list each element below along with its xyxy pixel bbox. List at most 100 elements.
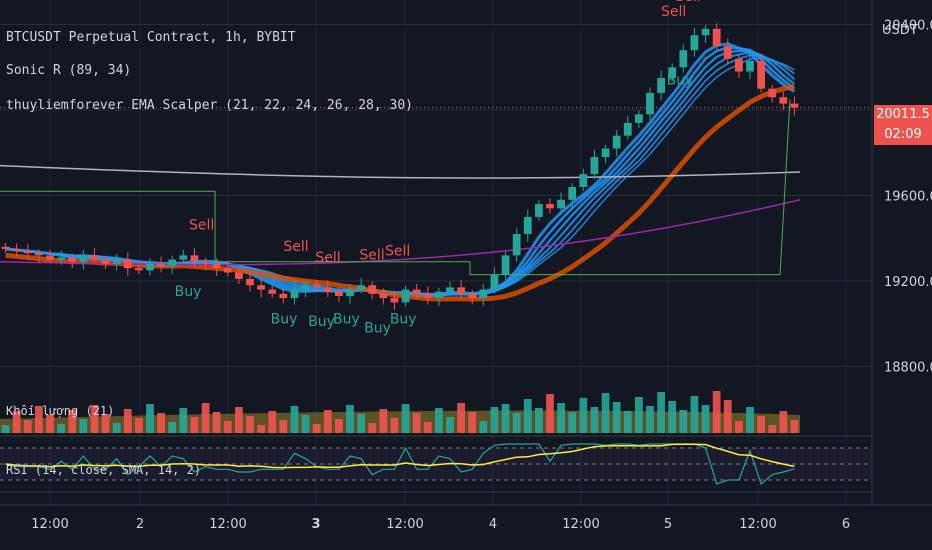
candle-body xyxy=(212,263,221,269)
volume-bar xyxy=(568,412,577,433)
volume-bar xyxy=(490,407,499,433)
candle-body xyxy=(68,257,77,262)
volume-bar xyxy=(690,396,699,433)
candle-body xyxy=(90,255,99,260)
candle-body xyxy=(590,157,599,175)
volume-bar xyxy=(623,411,632,433)
candle-body xyxy=(301,285,310,290)
volume-bar xyxy=(379,409,388,433)
candle-body xyxy=(312,285,321,288)
candle-body xyxy=(46,255,54,260)
buy-signal-label: Buy xyxy=(175,284,202,300)
candle-body xyxy=(23,251,32,254)
buy-signal-label: Buy xyxy=(333,312,360,328)
candle-body xyxy=(746,60,754,72)
volume-bar xyxy=(535,408,543,433)
candle-body xyxy=(423,293,432,299)
volume-bar xyxy=(790,420,799,433)
candle-body xyxy=(368,285,377,294)
candle-body xyxy=(657,77,665,93)
sell-signal-label: Sell xyxy=(315,250,340,266)
candle-body xyxy=(157,263,165,267)
volume-bar xyxy=(279,420,288,433)
candle-body xyxy=(768,88,777,98)
buy-signal-label: Buy xyxy=(667,72,694,88)
candle-body xyxy=(379,293,388,299)
volume-bar xyxy=(557,403,565,433)
candle-body xyxy=(512,233,521,256)
candle-body xyxy=(101,259,110,264)
volume-bar xyxy=(57,424,65,433)
volume-bar xyxy=(457,403,465,433)
buy-signal-label: Buy xyxy=(271,312,298,328)
current-price-tag: 20011.5 02:09 xyxy=(874,105,932,145)
signal-labels: SellBuySellBuySellBuyBuySellBuySellBuySe… xyxy=(175,0,701,336)
candle-body xyxy=(546,204,554,209)
volume-bar xyxy=(335,419,343,433)
ema-scalper-line xyxy=(5,57,795,296)
sell-signal-label: Sell xyxy=(359,248,384,264)
time-tick-label: 4 xyxy=(489,517,497,532)
time-tick-label: 12:00 xyxy=(386,517,423,532)
time-tick-label: 2 xyxy=(136,517,144,532)
time-tick-label: 6 xyxy=(842,517,850,532)
candle-body xyxy=(623,122,632,136)
volume-bar xyxy=(90,405,99,433)
volume-bar xyxy=(35,406,43,433)
candle-body xyxy=(412,289,421,294)
candle-body xyxy=(12,248,21,252)
candle-body xyxy=(468,293,477,299)
candle-body xyxy=(457,287,465,294)
indicator-ema-scalper[interactable]: thuyliemforever EMA Scalper (21, 22, 24,… xyxy=(6,98,413,113)
sell-signal-label: Sell xyxy=(283,239,308,255)
volume-bar xyxy=(723,400,732,433)
price-tick-label: 19200.0 xyxy=(884,275,932,290)
volume-bar xyxy=(746,407,754,433)
rsi-panel xyxy=(0,443,872,486)
symbol-title[interactable]: BTCUSDT Perpetual Contract, 1h, BYBIT xyxy=(6,30,296,45)
volume-bar xyxy=(312,424,321,433)
candle-body xyxy=(435,291,443,299)
candle-body xyxy=(490,274,499,290)
candle-body xyxy=(612,135,621,149)
price-tick-label: 19600.0 xyxy=(884,190,932,205)
time-tick-label: 12:00 xyxy=(209,517,246,532)
candle-body xyxy=(690,35,699,51)
volume-legend[interactable]: Khối lượng (21) xyxy=(6,404,115,418)
candle-body xyxy=(779,97,788,104)
volume-bar xyxy=(423,422,432,433)
volume-bar xyxy=(435,408,443,433)
volume-bar xyxy=(579,398,588,433)
candle-body xyxy=(401,289,410,303)
volume-bar xyxy=(468,412,477,433)
volume-bar xyxy=(12,411,21,433)
buy-signal-label: Buy xyxy=(390,312,417,328)
sonic-r-ema-line xyxy=(5,83,795,302)
candle-body xyxy=(112,259,121,264)
purple-ma-line xyxy=(0,199,801,266)
sell-signal-label: Sell xyxy=(661,4,686,20)
currency-label: USDT xyxy=(882,23,918,38)
candle-body xyxy=(290,289,299,299)
candle-body xyxy=(279,293,288,299)
axes: 18800.0 19200.0 19600.0 20400.0USDT 12:00 2 12… xyxy=(0,0,932,532)
time-tick-label: 12:00 xyxy=(739,517,776,532)
sell-signal-label: Sell xyxy=(385,243,410,259)
indicator-sonic-r[interactable]: Sonic R (89, 34) xyxy=(6,63,132,78)
volume-bar xyxy=(712,391,721,433)
price-tick-label: 18800.0 xyxy=(884,360,932,375)
volume-bar xyxy=(23,420,32,433)
buy-signal-label: Buy xyxy=(308,314,335,330)
volume-bar xyxy=(223,421,232,433)
volume-bar xyxy=(79,419,88,433)
rsi-legend[interactable]: RSI (14, close, SMA, 14, 2) xyxy=(6,463,202,477)
buy-signal-label: Buy xyxy=(364,320,391,336)
volume-bar xyxy=(679,410,688,433)
countdown-timer: 02:09 xyxy=(884,127,922,142)
candle-body xyxy=(246,278,254,286)
price-tick-label: 20400.0 xyxy=(884,19,932,34)
volume-bar xyxy=(257,425,265,433)
volume-bar xyxy=(168,422,177,433)
volume-bar xyxy=(112,423,121,433)
